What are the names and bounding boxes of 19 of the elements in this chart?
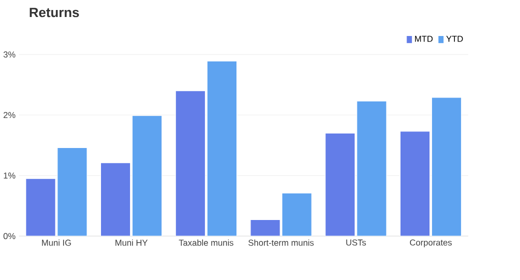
x-tick-label: Muni HY (116, 239, 148, 246)
y-tick-label: 0% (4, 233, 16, 240)
x-tick-label: Taxable munis (178, 239, 234, 246)
bar (132, 115, 162, 236)
legend-label: MTD (415, 36, 433, 42)
bar (282, 192, 312, 236)
x-tick-label: Corporates (410, 239, 452, 248)
bar (206, 60, 238, 236)
x-tick-label: Muni IG (42, 239, 71, 246)
y-tick-label: 2% (4, 112, 16, 118)
bar (57, 147, 88, 236)
y-tick-label: 3% (4, 51, 16, 58)
y-tick-label: 1% (4, 172, 16, 179)
x-tick-label: USTs (346, 239, 366, 246)
x-tick-label: Short-term munis (248, 239, 314, 246)
bar (356, 100, 387, 236)
chart-title: Returns (30, 8, 79, 18)
bar (431, 97, 462, 236)
legend-label: YTD (446, 36, 463, 42)
